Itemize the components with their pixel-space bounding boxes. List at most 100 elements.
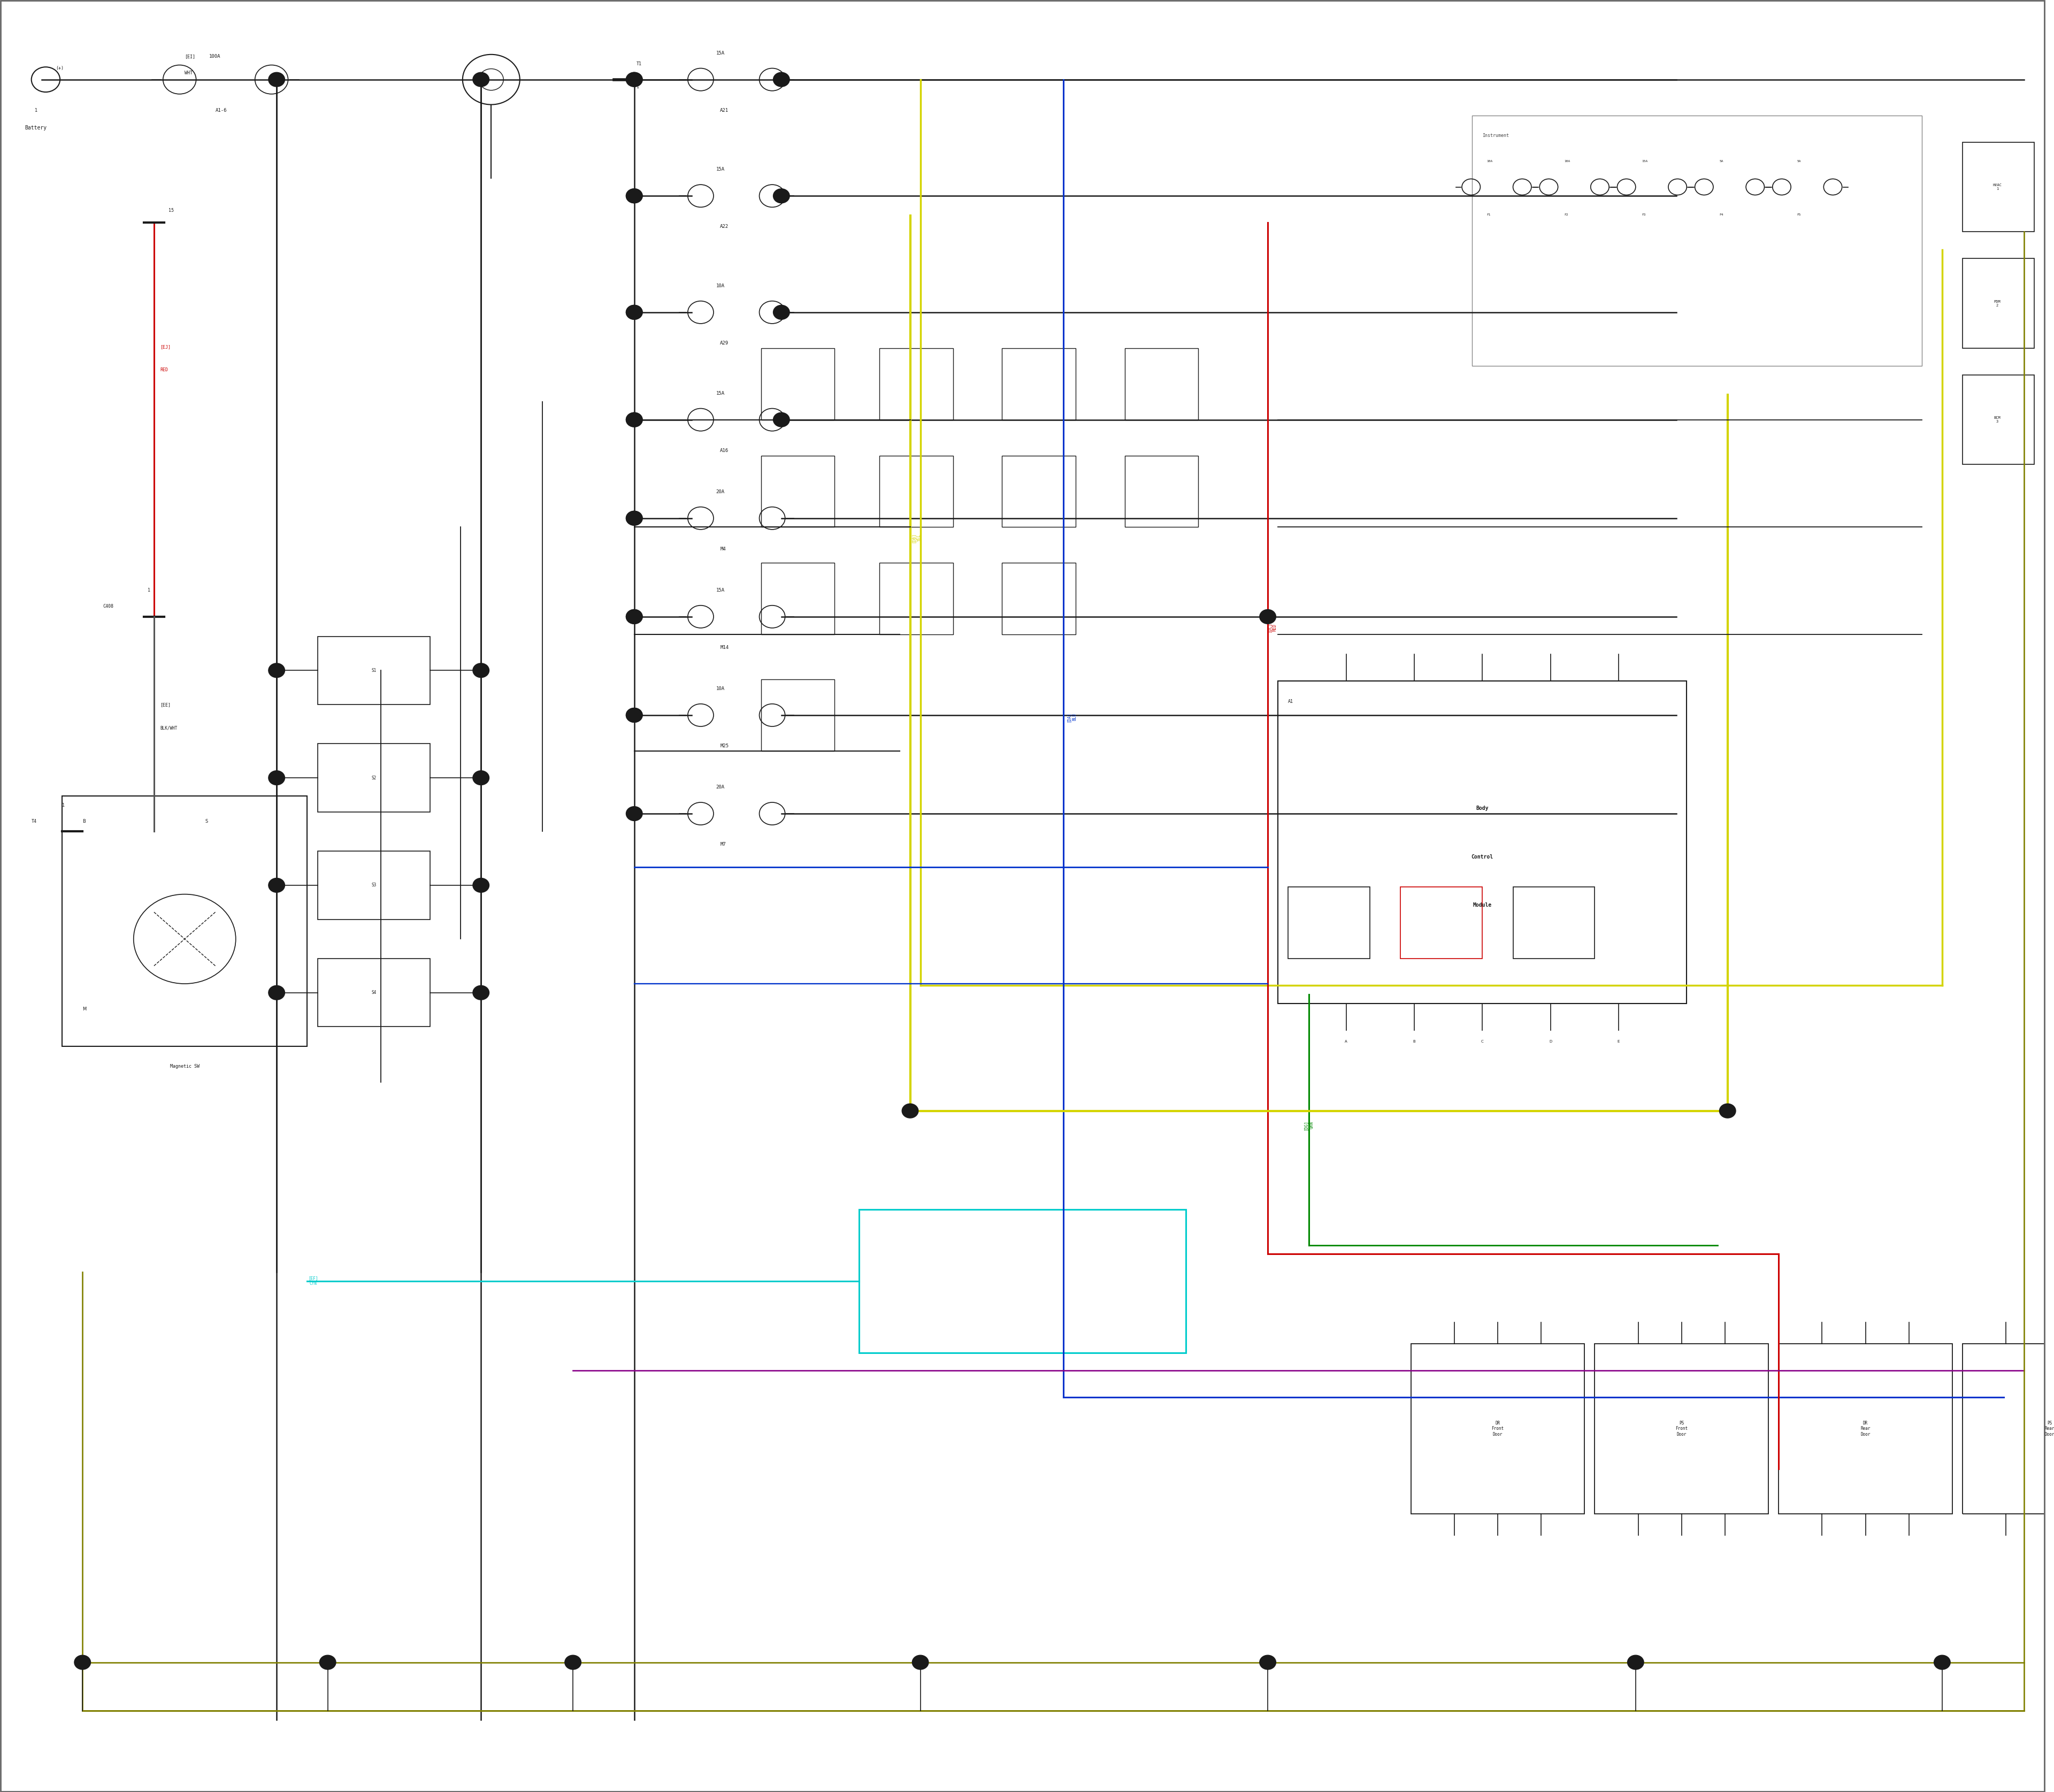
Circle shape <box>1259 1656 1276 1670</box>
Bar <box>879 455 953 527</box>
Bar <box>760 679 834 751</box>
Text: A21: A21 <box>721 108 729 113</box>
Text: S2: S2 <box>372 776 376 780</box>
Text: 10A: 10A <box>717 686 725 692</box>
Circle shape <box>912 1656 928 1670</box>
Text: [EE]: [EE] <box>160 702 170 708</box>
Text: A29: A29 <box>721 340 729 346</box>
Bar <box>1288 887 1370 959</box>
Circle shape <box>269 771 286 785</box>
Circle shape <box>565 1656 581 1670</box>
Circle shape <box>626 806 643 821</box>
Text: M25: M25 <box>721 744 729 749</box>
Circle shape <box>472 878 489 892</box>
Text: S1: S1 <box>372 668 376 672</box>
Bar <box>1411 1344 1584 1514</box>
Circle shape <box>626 305 643 319</box>
Text: 15A: 15A <box>717 391 725 396</box>
Text: [DB]
YEL: [DB] YEL <box>912 532 922 543</box>
Circle shape <box>626 305 643 319</box>
Text: 5A: 5A <box>1719 159 1723 163</box>
Circle shape <box>320 1656 337 1670</box>
Circle shape <box>626 609 643 624</box>
Circle shape <box>472 72 489 86</box>
Bar <box>760 563 834 634</box>
Circle shape <box>902 1104 918 1118</box>
Text: A1: A1 <box>1288 699 1294 704</box>
Text: M14: M14 <box>721 645 729 650</box>
Circle shape <box>1627 1656 1643 1670</box>
Bar <box>1473 115 1923 366</box>
Circle shape <box>772 72 789 86</box>
Circle shape <box>772 188 789 202</box>
Text: F1: F1 <box>1487 213 1491 217</box>
Bar <box>1002 455 1076 527</box>
Text: 10A: 10A <box>1487 159 1493 163</box>
Text: PS
Front
Door: PS Front Door <box>1676 1421 1688 1437</box>
Text: F5: F5 <box>1797 213 1801 217</box>
Text: BCM
3: BCM 3 <box>1994 416 2001 423</box>
Circle shape <box>269 72 286 86</box>
Circle shape <box>269 986 286 1000</box>
Bar <box>62 796 308 1047</box>
Circle shape <box>74 1656 90 1670</box>
Text: 1: 1 <box>148 588 150 593</box>
Text: 1: 1 <box>62 803 66 808</box>
Text: F2: F2 <box>1563 213 1567 217</box>
Text: 15: 15 <box>168 208 175 213</box>
Text: [DG]
GRN: [DG] GRN <box>1304 1120 1315 1131</box>
Text: 20A: 20A <box>717 489 725 495</box>
Circle shape <box>626 412 643 426</box>
Text: A: A <box>1345 1039 1347 1043</box>
Text: Control: Control <box>1471 855 1493 860</box>
Circle shape <box>626 188 643 202</box>
Bar <box>1962 375 2033 464</box>
Text: D: D <box>1549 1039 1553 1043</box>
Text: C408: C408 <box>103 604 113 609</box>
Bar <box>760 348 834 419</box>
Circle shape <box>269 878 286 892</box>
Circle shape <box>772 412 789 426</box>
Circle shape <box>626 609 643 624</box>
Text: 5A: 5A <box>1797 159 1801 163</box>
Circle shape <box>472 771 489 785</box>
Circle shape <box>626 188 643 202</box>
Bar <box>1401 887 1483 959</box>
Text: PDM
2: PDM 2 <box>1994 299 2001 306</box>
Text: F4: F4 <box>1719 213 1723 217</box>
Text: WHT: WHT <box>185 70 193 75</box>
Text: T1: T1 <box>637 61 641 66</box>
Text: S3: S3 <box>372 883 376 887</box>
Text: A1-6: A1-6 <box>216 108 226 113</box>
Text: [EI]: [EI] <box>185 54 195 59</box>
Text: RED: RED <box>160 367 168 373</box>
Text: A16: A16 <box>721 448 729 453</box>
Circle shape <box>626 72 643 86</box>
Text: 100A: 100A <box>210 54 220 59</box>
Text: 15A: 15A <box>1641 159 1647 163</box>
Circle shape <box>472 663 489 677</box>
Text: 1: 1 <box>35 108 37 113</box>
Circle shape <box>626 511 643 525</box>
Text: (+): (+) <box>55 66 64 70</box>
Text: A22: A22 <box>721 224 729 229</box>
Bar <box>1962 142 2033 231</box>
Text: Instrument: Instrument <box>1483 133 1510 138</box>
Bar <box>1126 348 1197 419</box>
Text: Magnetic SW: Magnetic SW <box>170 1064 199 1070</box>
Text: [DA]
BLU: [DA] BLU <box>1066 711 1076 722</box>
Text: Battery: Battery <box>25 125 47 131</box>
Bar <box>1002 563 1076 634</box>
Circle shape <box>626 412 643 426</box>
Bar <box>879 348 953 419</box>
Bar <box>1779 1344 1953 1514</box>
Circle shape <box>626 708 643 722</box>
Bar <box>859 1210 1185 1353</box>
Bar <box>1962 1344 2054 1514</box>
Circle shape <box>772 305 789 319</box>
Bar <box>1278 681 1686 1004</box>
Bar <box>1594 1344 1768 1514</box>
Circle shape <box>1935 1656 1951 1670</box>
Text: M4: M4 <box>721 547 725 552</box>
Text: M7: M7 <box>721 842 725 848</box>
